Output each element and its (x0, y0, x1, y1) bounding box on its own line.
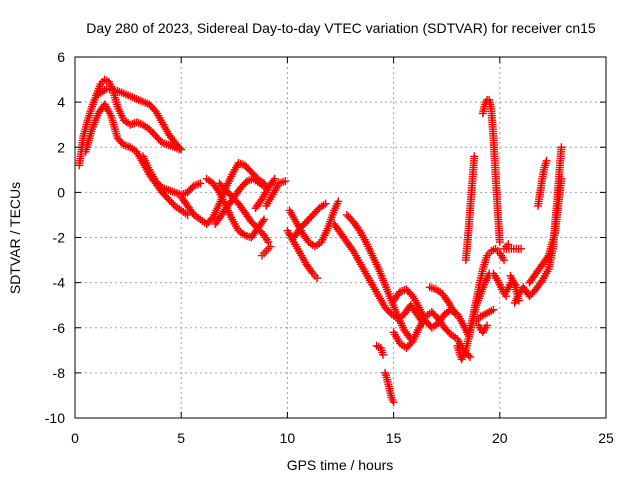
data-point (313, 274, 322, 283)
data-point (483, 321, 492, 330)
data-point (557, 143, 566, 152)
data-point (500, 256, 509, 265)
data-point (321, 199, 330, 208)
data-point (495, 238, 504, 247)
plot-frame (74, 56, 607, 419)
x-tick-label: 0 (71, 430, 79, 446)
data-point (514, 296, 523, 305)
data-point (269, 176, 278, 185)
x-tick-label: 25 (598, 430, 614, 446)
data-point (270, 174, 279, 183)
data-point (512, 283, 521, 292)
x-axis-label: GPS time / hours (287, 457, 394, 473)
data-point (470, 152, 479, 161)
data-point (489, 305, 498, 314)
data-point (307, 267, 316, 276)
data-point (537, 278, 546, 287)
y-tick-label: 0 (57, 184, 65, 200)
data-point (334, 197, 343, 206)
data-point (175, 143, 184, 152)
data-point (196, 179, 205, 188)
data-point (266, 242, 275, 251)
data-point (256, 196, 265, 205)
data-point (281, 177, 290, 186)
x-tick-label: 5 (177, 430, 185, 446)
y-tick-label: 2 (57, 139, 65, 155)
y-tick-label: -8 (53, 365, 66, 381)
data-point (389, 398, 398, 407)
y-tick-label: 4 (57, 94, 65, 110)
data-point (466, 353, 475, 362)
y-axis-label: SDTVAR / TECUs (7, 182, 23, 294)
y-tick-label: -6 (53, 320, 66, 336)
data-point (542, 156, 551, 165)
data-point (347, 245, 356, 254)
y-tick-label: -10 (45, 410, 65, 426)
y-tick-label: 6 (57, 49, 65, 65)
x-tick-label: 15 (386, 430, 402, 446)
data-point (451, 310, 460, 319)
data-point (557, 174, 566, 183)
data-point (264, 238, 273, 247)
data-point (354, 224, 363, 233)
data-point (177, 145, 186, 154)
x-tick-label: 20 (492, 430, 508, 446)
data-point (214, 186, 223, 195)
tick-labels: 0 5 10 15 20 25 -10 -8 -6 -4 -2 0 2 4 6 (45, 49, 614, 446)
data-point (543, 253, 552, 262)
data-marks (75, 75, 566, 407)
data-point (378, 350, 387, 359)
data-point (258, 217, 267, 226)
chart-title: Day 280 of 2023, Sidereal Day-to-day VTE… (86, 20, 596, 36)
data-point (260, 215, 269, 224)
y-tick-label: -2 (53, 230, 66, 246)
y-tick-label: -4 (53, 275, 66, 291)
data-point (517, 244, 526, 253)
data-point (443, 297, 452, 306)
x-tick-label: 10 (280, 430, 296, 446)
